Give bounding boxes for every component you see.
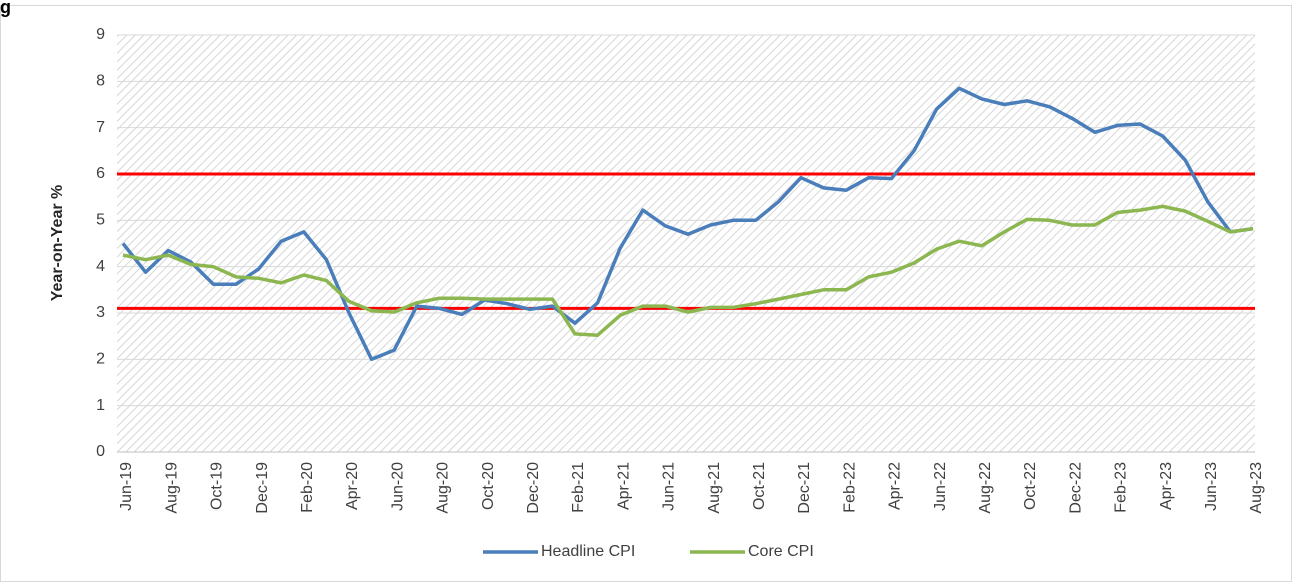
x-tick-label: Oct-19 — [209, 462, 226, 510]
y-tick-label: 3 — [96, 304, 105, 321]
x-tick-label: Feb-20 — [299, 462, 316, 513]
x-tick-label: Oct-22 — [1022, 462, 1039, 510]
x-tick-label: Aug-22 — [977, 462, 994, 514]
y-tick-label: 1 — [96, 397, 105, 414]
plot-area — [117, 35, 1255, 452]
y-tick-label: 7 — [96, 119, 105, 136]
y-tick-label: 6 — [96, 165, 105, 182]
y-tick-label: 2 — [96, 351, 105, 368]
y-tick-label: 4 — [96, 258, 105, 275]
x-tick-label: Apr-23 — [1158, 462, 1175, 510]
legend-label: Core CPI — [748, 543, 814, 560]
y-tick-label: 5 — [96, 212, 105, 229]
x-tick-label: Feb-23 — [1113, 462, 1130, 513]
x-tick-label: Apr-20 — [344, 462, 361, 510]
x-tick-label: Dec-20 — [525, 462, 542, 514]
x-tick-label: Aug-23 — [1248, 462, 1265, 514]
x-tick-label: Dec-21 — [796, 462, 813, 514]
x-tick-label: Jun-22 — [932, 462, 949, 511]
x-tick-label: Oct-21 — [751, 462, 768, 510]
x-tick-label: Dec-22 — [1067, 462, 1084, 514]
y-axis-label: Year-on-Year % — [49, 185, 66, 302]
x-tick-label: Dec-19 — [254, 462, 271, 514]
x-tick-label: Jun-19 — [118, 462, 135, 511]
y-tick-label: 8 — [96, 73, 105, 90]
x-tick-label: Apr-22 — [887, 462, 904, 510]
x-tick-label: Feb-21 — [570, 462, 587, 513]
x-tick-label: Oct-20 — [480, 462, 497, 510]
x-tick-label: Jun-21 — [661, 462, 678, 511]
series-line — [122, 204, 1254, 337]
x-tick-label: Jun-20 — [389, 462, 406, 511]
x-tick-label: Feb-22 — [841, 462, 858, 513]
chart-title: g — [0, 0, 11, 17]
x-tick-label: Jun-23 — [1203, 462, 1220, 511]
legend-label: Headline CPI — [541, 543, 635, 560]
y-tick-label: 9 — [96, 26, 105, 43]
x-tick-label: Apr-21 — [615, 462, 632, 510]
y-tick-label: 0 — [96, 443, 105, 460]
x-tick-label: Aug-19 — [163, 462, 180, 514]
series-line — [121, 86, 1254, 362]
x-tick-label: Aug-20 — [435, 462, 452, 514]
x-tick-label: Aug-21 — [706, 462, 723, 514]
